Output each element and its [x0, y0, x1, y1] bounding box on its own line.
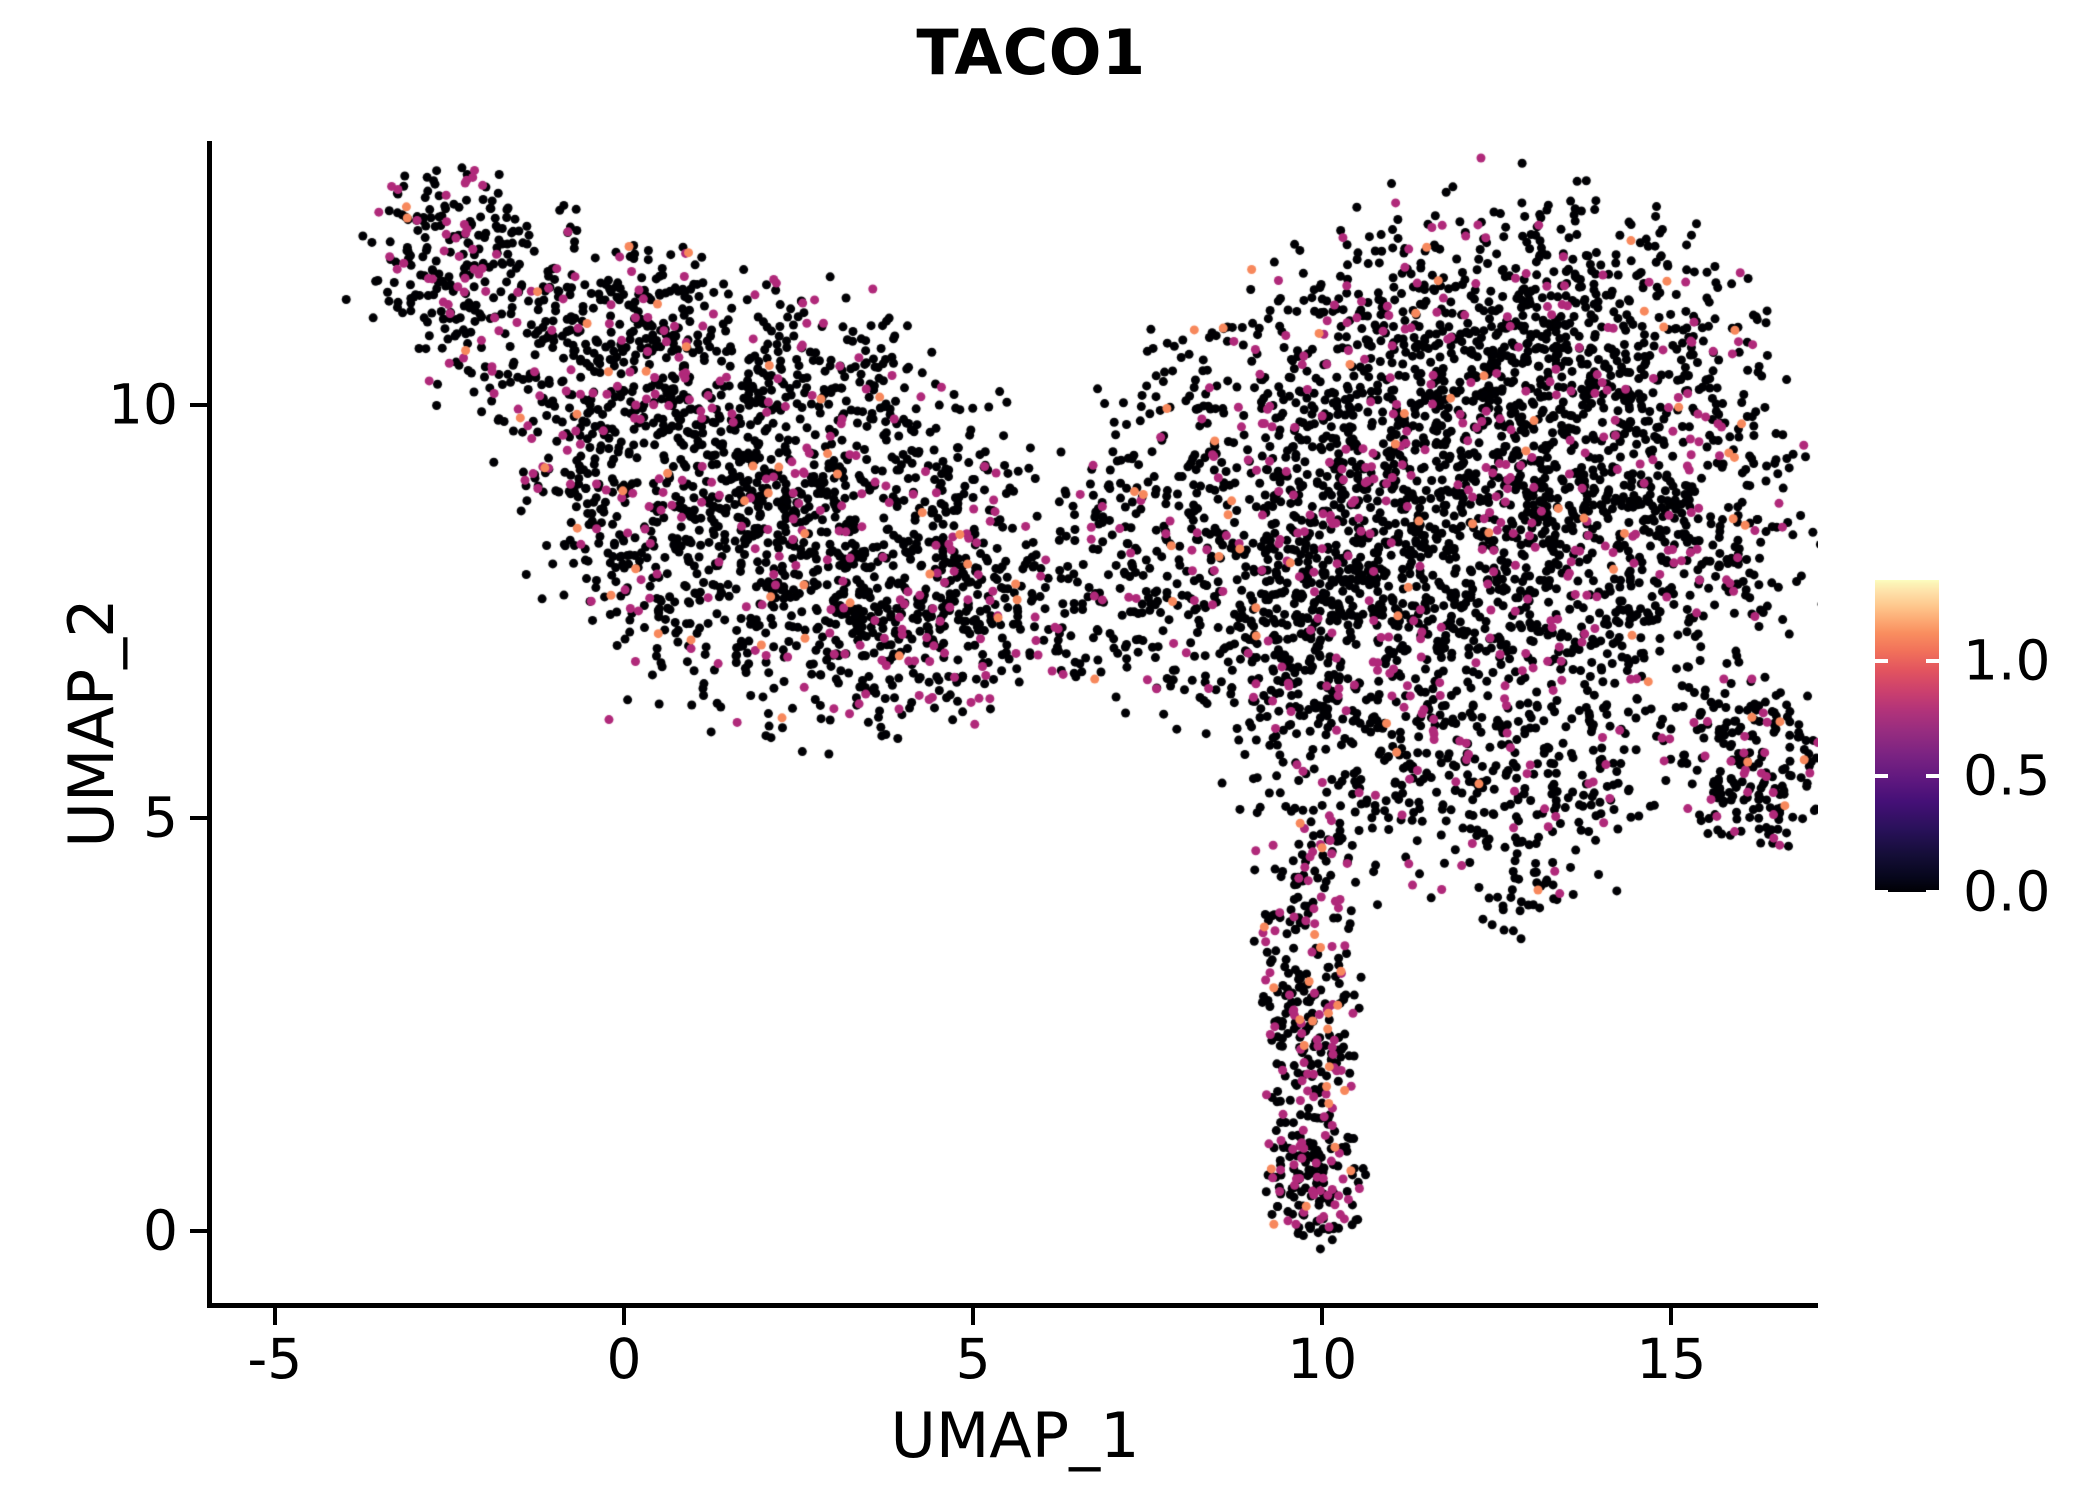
x-tick-label: 0 — [606, 1327, 642, 1391]
y-tick-mark — [190, 403, 207, 408]
colorbar-tick-mark — [1875, 774, 1888, 779]
page-title: TACO1 — [916, 16, 1146, 89]
colorbar-tick-mark — [1926, 890, 1939, 894]
x-axis-spine — [207, 1303, 1818, 1308]
colorbar-tick-mark — [1875, 658, 1888, 663]
x-tick-mark — [272, 1308, 277, 1325]
colorbar-tick-mark — [1926, 774, 1939, 779]
y-axis-spine — [207, 141, 212, 1308]
x-tick-mark — [1669, 1308, 1674, 1325]
x-tick-label: 15 — [1636, 1327, 1707, 1391]
y-tick-mark — [190, 1228, 207, 1233]
colorbar-tick-label: 0.5 — [1963, 743, 2051, 808]
colorbar-gradient — [1875, 580, 1939, 892]
colorbar-tick-mark — [1875, 890, 1888, 894]
x-tick-label: 5 — [955, 1327, 991, 1391]
x-tick-mark — [621, 1308, 626, 1325]
x-axis-label: UMAP_1 — [890, 1399, 1140, 1472]
scatter-points-layer — [212, 141, 1818, 1305]
y-tick-mark — [190, 815, 207, 820]
y-axis-label: UMAP_2 — [55, 598, 128, 848]
plot-area — [212, 141, 1818, 1305]
x-tick-mark — [1320, 1308, 1325, 1325]
colorbar — [1875, 580, 1939, 892]
x-tick-label: -5 — [247, 1327, 303, 1391]
colorbar-tick-label: 1.0 — [1963, 628, 2051, 693]
x-tick-label: 10 — [1287, 1327, 1358, 1391]
y-tick-label: 5 — [143, 785, 178, 850]
y-tick-label: 0 — [143, 1198, 178, 1263]
colorbar-tick-mark — [1926, 658, 1939, 663]
y-tick-label: 10 — [108, 372, 178, 437]
colorbar-tick-label: 0.0 — [1963, 859, 2051, 924]
x-tick-mark — [971, 1308, 976, 1325]
